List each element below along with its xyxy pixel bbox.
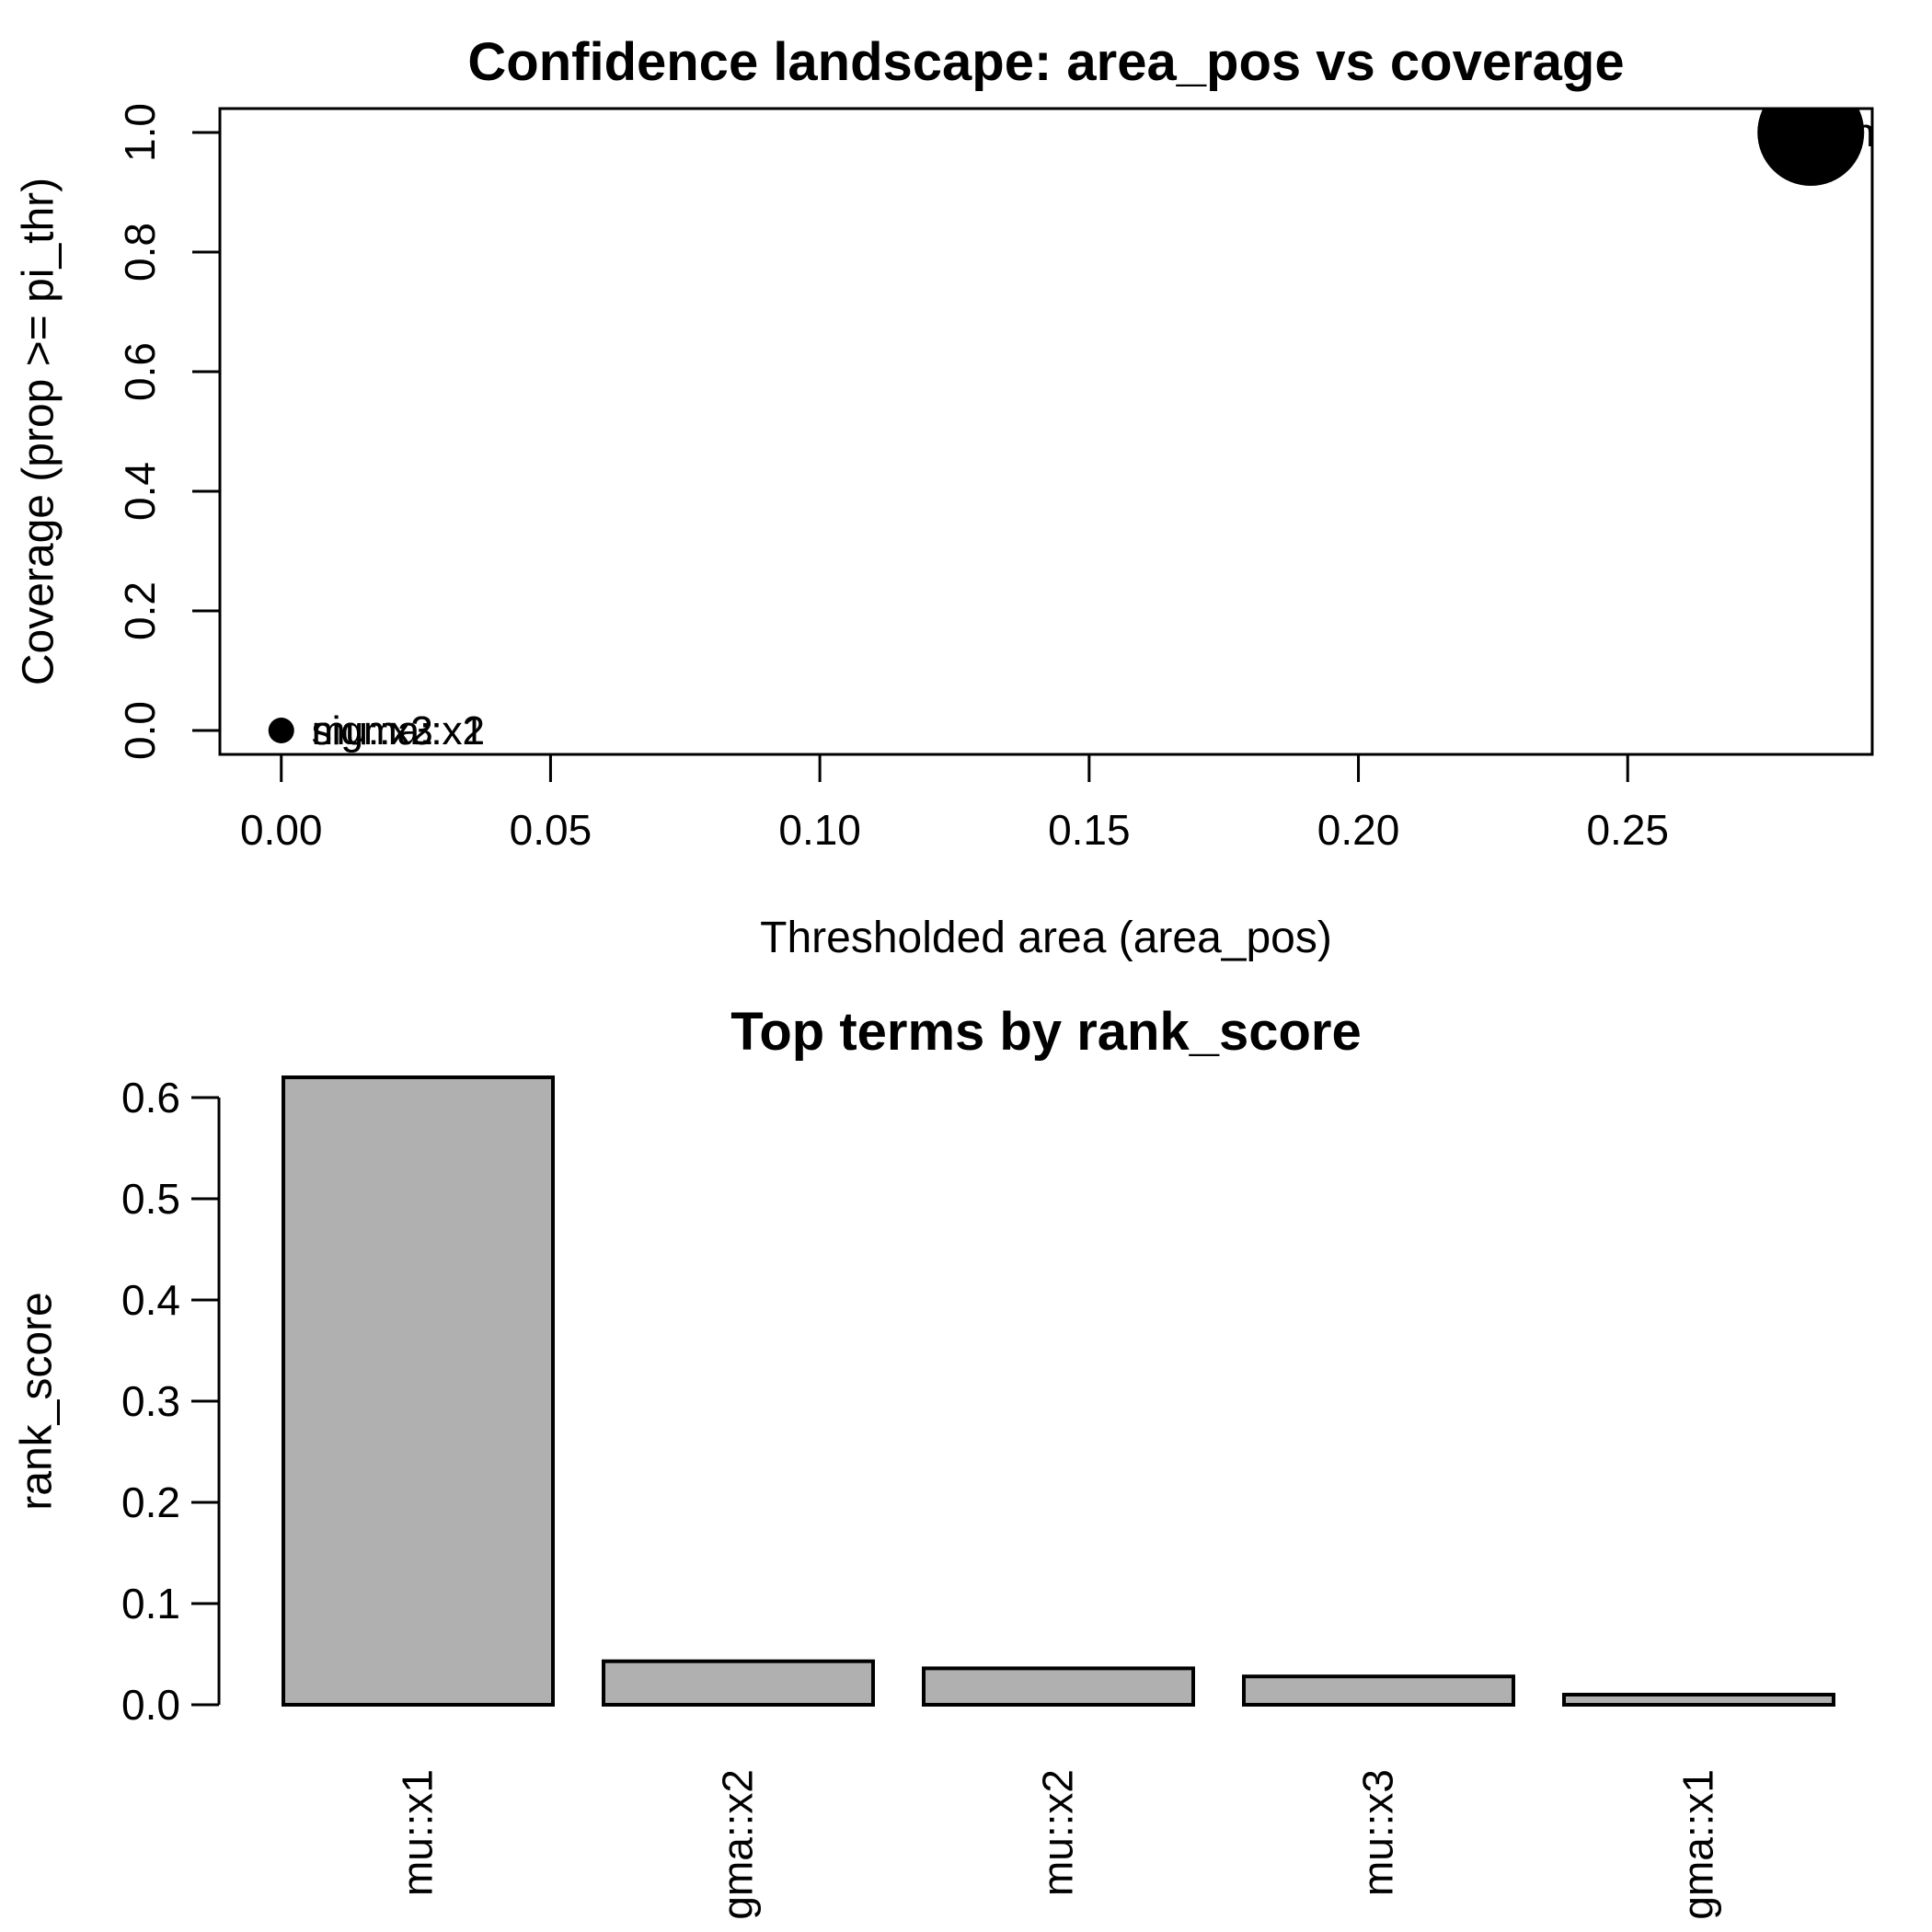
bar-category-label: mu::x3	[1354, 1769, 1402, 1896]
scatter-title: Confidence landscape: area_pos vs covera…	[467, 32, 1625, 92]
barchart-title: Top terms by rank_score	[730, 1002, 1362, 1062]
bar-category-label: gma::x2	[714, 1769, 762, 1920]
point-label: sigma::x2	[312, 708, 485, 753]
bar-category-label: mu::x2	[1034, 1769, 1082, 1896]
bar	[1242, 1674, 1515, 1707]
y-tick-label: 0.6	[116, 342, 164, 401]
x-tick-label: 0.05	[510, 806, 592, 854]
y-tick-label: 0.0	[116, 701, 164, 760]
y-tick-label: 0.4	[116, 462, 164, 521]
scatter-point	[1757, 109, 1865, 186]
y-tick-label: 0.2	[116, 581, 164, 640]
bar-y-tick-label: 0.0	[121, 1681, 180, 1729]
point-label: mu::x1	[1841, 110, 1932, 155]
point-label: mu::x2	[312, 708, 433, 753]
scatter-plot-box	[218, 107, 1874, 756]
y-tick-label: 0.8	[116, 223, 164, 282]
x-tick-label: 0.00	[240, 806, 323, 854]
x-tick-label: 0.15	[1048, 806, 1131, 854]
bar-y-tick-label: 0.6	[121, 1074, 180, 1121]
bar-y-tick-label: 0.5	[121, 1175, 180, 1223]
bar-y-tick-label: 0.3	[121, 1377, 180, 1425]
bar	[1562, 1693, 1835, 1707]
bar-y-tick-label: 0.2	[121, 1478, 180, 1526]
y-tick-label: 1.0	[116, 103, 164, 162]
x-tick-label: 0.20	[1317, 806, 1400, 854]
bar-category-label: gma::x1	[1674, 1769, 1722, 1920]
scatter-xaxis-title: Thresholded area (area_pos)	[760, 914, 1332, 962]
bar-y-tick-label: 0.1	[121, 1580, 180, 1627]
bar	[922, 1666, 1195, 1708]
bar	[602, 1659, 875, 1707]
point-label: sigma::x1	[312, 708, 485, 753]
x-tick-label: 0.25	[1586, 806, 1669, 854]
point-label: mu::x3	[312, 708, 433, 753]
scatter-point	[268, 718, 294, 743]
bar	[282, 1075, 555, 1707]
bar-y-tick-label: 0.4	[121, 1276, 180, 1324]
bar-category-label: mu::x1	[394, 1769, 442, 1896]
x-tick-label: 0.10	[778, 806, 861, 854]
